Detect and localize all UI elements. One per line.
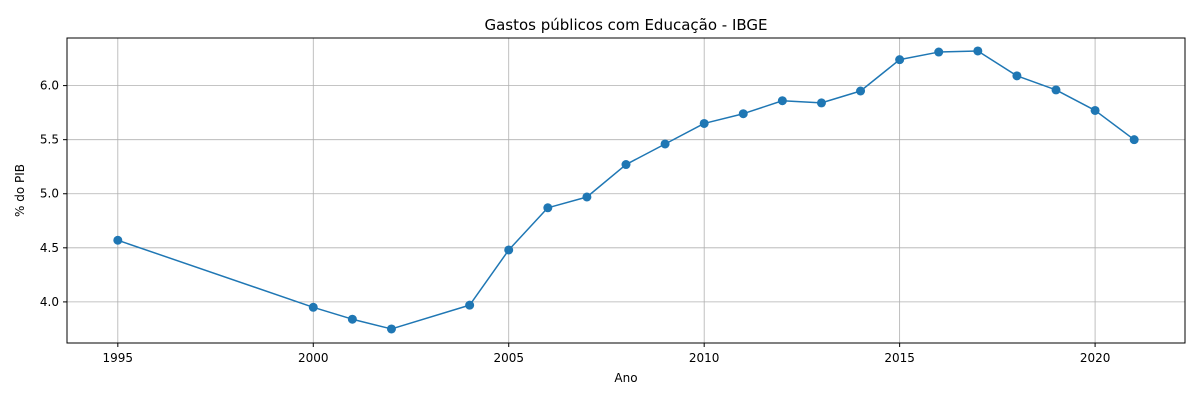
data-point xyxy=(621,160,631,170)
data-point xyxy=(386,324,396,334)
data-point xyxy=(895,55,905,65)
plot-frame xyxy=(66,37,1186,344)
data-point xyxy=(113,235,123,245)
data-point xyxy=(699,118,709,128)
chart-title: Gastos públicos com Educação - IBGE xyxy=(484,16,767,34)
y-tick-label: 5.5 xyxy=(40,133,59,147)
data-point xyxy=(504,245,514,255)
data-point xyxy=(816,98,826,108)
y-tick-label: 4.5 xyxy=(40,241,59,255)
data-point xyxy=(738,109,748,119)
data-point xyxy=(1090,105,1100,115)
y-tick-label: 6.0 xyxy=(40,79,59,93)
x-tick-label: 2015 xyxy=(884,351,915,365)
x-tick-label: 2000 xyxy=(298,351,329,365)
data-point xyxy=(660,139,670,149)
series-line xyxy=(117,50,1135,330)
data-point xyxy=(347,314,357,324)
x-tick-label: 2020 xyxy=(1080,351,1111,365)
ticks: 1995 2000 2005 2010 2015 2020 4.0 4.5 5.0 5.5 6.0 xyxy=(40,79,1110,365)
data-point xyxy=(465,300,475,310)
data-point xyxy=(582,192,592,202)
data-point xyxy=(934,47,944,57)
data-point xyxy=(856,86,866,96)
data-point xyxy=(973,46,983,56)
data-point xyxy=(1012,71,1022,81)
x-axis-label: Ano xyxy=(614,371,637,385)
x-tick-label: 2005 xyxy=(493,351,524,365)
data-point xyxy=(543,203,553,213)
grid xyxy=(67,38,1185,343)
data-point xyxy=(1129,135,1139,145)
series-layer xyxy=(113,46,1139,334)
x-tick-label: 2010 xyxy=(689,351,720,365)
data-point xyxy=(308,302,318,312)
y-tick-label: 4.0 xyxy=(40,295,59,309)
data-point xyxy=(1051,85,1061,95)
data-point xyxy=(777,96,787,106)
y-axis-label: % do PIB xyxy=(13,164,27,217)
x-tick-label: 1995 xyxy=(103,351,134,365)
y-tick-label: 5.0 xyxy=(40,187,59,201)
